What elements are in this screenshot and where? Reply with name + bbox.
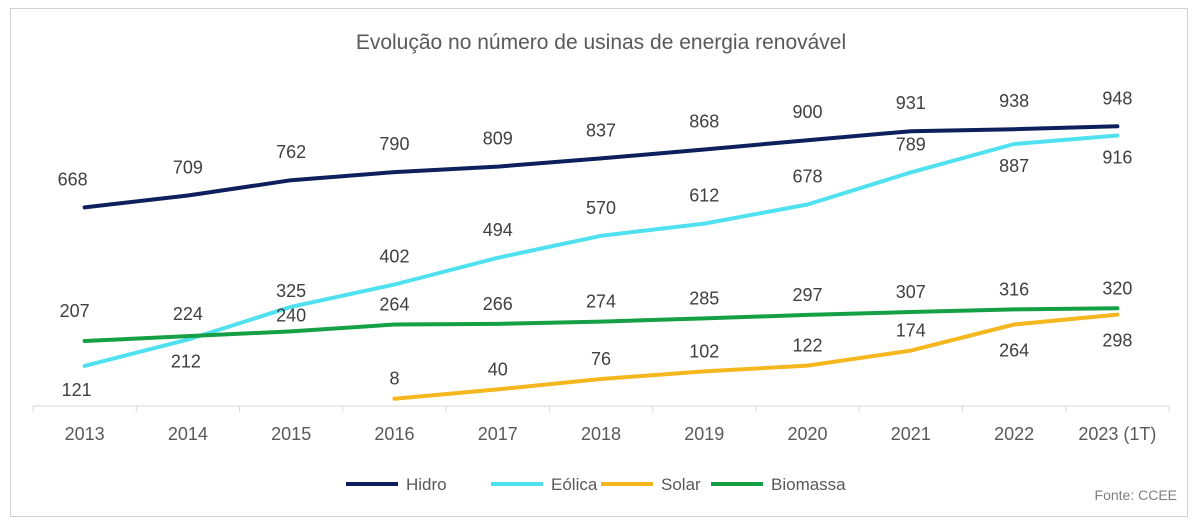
series-line-eólica (82, 133, 1120, 368)
legend-label-hidro: Hidro (406, 475, 447, 494)
data-label-biomassa: 240 (276, 305, 306, 325)
data-label-eólica: 612 (689, 186, 719, 206)
data-label-eólica: 678 (793, 167, 823, 187)
data-label-eólica: 212 (171, 352, 201, 372)
data-label-eólica: 789 (896, 134, 926, 154)
x-tick-label: 2014 (168, 424, 208, 444)
data-labels: 668 709 762 790 809 837 868 900 931 938 948 121 212 3… (58, 88, 1133, 400)
data-label-biomassa: 274 (586, 292, 616, 312)
x-tick-label: 2023 (1T) (1078, 424, 1156, 444)
chart-title: Evolução no número de usinas de energia … (356, 31, 846, 54)
x-tick-label: 2020 (788, 424, 828, 444)
data-label-biomassa: 266 (483, 294, 513, 314)
data-label-eólica: 916 (1102, 148, 1132, 168)
x-tick-label: 2022 (994, 424, 1034, 444)
data-label-biomassa: 307 (896, 282, 926, 302)
legend-label-biomassa: Biomassa (771, 475, 846, 494)
chart-frame: Evolução no número de usinas de energia … (10, 8, 1188, 517)
data-label-biomassa: 297 (793, 285, 823, 305)
data-label-solar: 122 (793, 336, 823, 356)
x-tick-label: 2016 (374, 424, 414, 444)
data-label-solar: 76 (591, 349, 611, 369)
data-label-hidro: 938 (999, 91, 1029, 111)
series-lines (82, 124, 1120, 401)
data-label-hidro: 709 (173, 158, 203, 178)
data-label-eólica: 121 (62, 380, 92, 400)
data-label-biomassa: 285 (689, 288, 719, 308)
data-label-eólica: 325 (276, 281, 306, 301)
x-tick-label: 2019 (684, 424, 724, 444)
data-label-solar: 174 (896, 321, 926, 341)
data-label-hidro: 868 (689, 111, 719, 131)
data-label-solar: 298 (1102, 331, 1132, 351)
data-label-hidro: 762 (276, 142, 306, 162)
x-tick-label: 2018 (581, 424, 621, 444)
x-tick-label: 2013 (65, 424, 105, 444)
data-label-hidro: 837 (586, 120, 616, 140)
legend-label-solar: Solar (661, 475, 701, 494)
data-label-hidro: 900 (793, 102, 823, 122)
data-label-hidro: 790 (379, 134, 409, 154)
data-label-biomassa: 264 (379, 294, 409, 314)
data-label-biomassa: 224 (173, 304, 203, 324)
series-line-biomassa (82, 306, 1120, 343)
data-label-solar: 8 (389, 369, 399, 389)
data-label-eólica: 402 (379, 247, 409, 267)
data-label-biomassa: 207 (60, 301, 90, 321)
data-label-hidro: 809 (483, 129, 513, 149)
data-label-solar: 40 (488, 359, 508, 379)
source-note: Fonte: CCEE (1095, 487, 1177, 503)
data-label-biomassa: 316 (999, 279, 1029, 299)
x-tick-label: 2021 (891, 424, 931, 444)
series-line-hidro (82, 124, 1120, 210)
line-chart: Evolução no número de usinas de energia … (32, 31, 1177, 503)
data-label-hidro: 948 (1102, 88, 1132, 108)
data-label-eólica: 887 (999, 156, 1029, 176)
x-tick-label: 2017 (478, 424, 518, 444)
x-tick-label: 2015 (271, 424, 311, 444)
x-axis-ticks: 2013 2014 2015 2016 2017 2018 2019 2020 2021 2022… (32, 406, 1170, 444)
legend-label-eólica: Eólica (551, 475, 598, 494)
data-label-eólica: 570 (586, 198, 616, 218)
data-label-hidro: 931 (896, 93, 926, 113)
data-label-hidro: 668 (58, 169, 88, 189)
legend: Hidro Eólica Solar Biomassa (346, 475, 846, 494)
data-label-eólica: 494 (483, 220, 513, 240)
series-line-solar (392, 312, 1120, 401)
data-label-solar: 102 (689, 341, 719, 361)
data-label-solar: 264 (999, 340, 1029, 360)
data-label-biomassa: 320 (1102, 278, 1132, 298)
